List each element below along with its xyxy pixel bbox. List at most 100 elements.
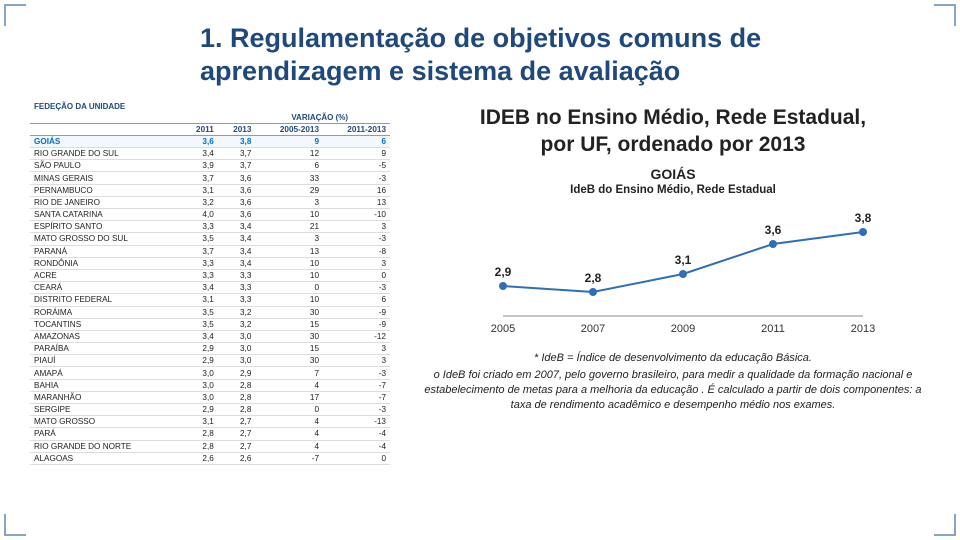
svg-text:2007: 2007 (581, 323, 605, 335)
cell: 3,4 (181, 330, 218, 342)
row-name: MINAS GERAIS (30, 172, 181, 184)
row-name: PIAUÍ (30, 355, 181, 367)
table-row: AMAPÁ3,02,97-3 (30, 367, 390, 379)
row-name: ALAGOAS (30, 452, 181, 464)
cell: 3,3 (218, 282, 256, 294)
table-row: SANTA CATARINA4,03,610-10 (30, 209, 390, 221)
cell: 3,4 (218, 233, 256, 245)
cell: -3 (323, 404, 390, 416)
svg-text:2011: 2011 (761, 323, 785, 335)
cell: 3,7 (218, 148, 256, 160)
cell: 2,9 (181, 404, 218, 416)
table-row: RIO GRANDE DO SUL3,43,7129 (30, 148, 390, 160)
cell: -9 (323, 318, 390, 330)
cell: 21 (255, 221, 323, 233)
cell: 3,4 (181, 282, 218, 294)
cell: 3 (323, 257, 390, 269)
chart-subtitle-2: IdeB do Ensino Médio, Rede Estadual (416, 184, 930, 196)
table-row: ESPÍRITO SANTO3,33,4213 (30, 221, 390, 233)
cell: 3,8 (218, 135, 256, 147)
cell: -3 (323, 367, 390, 379)
col-2011: 2011 (181, 123, 218, 135)
cell: 3 (323, 343, 390, 355)
table-row: AMAZONAS3,43,030-12 (30, 330, 390, 342)
cell: 3 (323, 355, 390, 367)
svg-text:2,9: 2,9 (495, 265, 512, 279)
row-name: SÃO PAULO (30, 160, 181, 172)
table-row: SERGIPE2,92,80-3 (30, 404, 390, 416)
col-2011-2013: 2011-2013 (323, 123, 390, 135)
cell: 2,9 (181, 355, 218, 367)
cell: 3,2 (218, 306, 256, 318)
cell: 3,7 (181, 172, 218, 184)
cell: 3,6 (218, 209, 256, 221)
footnote-definition: * IdeB = Índice de desenvolvimento da ed… (416, 352, 930, 364)
cell: 3,6 (218, 184, 256, 196)
cell: 3,3 (181, 257, 218, 269)
cell: 3 (255, 233, 323, 245)
cell: 2,8 (218, 379, 256, 391)
cell: 3,3 (181, 221, 218, 233)
cell: 3 (323, 221, 390, 233)
cell: 3,4 (218, 257, 256, 269)
cell: 30 (255, 330, 323, 342)
cell: 2,9 (181, 343, 218, 355)
cell: 3,0 (218, 330, 256, 342)
cell: 2,8 (181, 428, 218, 440)
cell: -7 (255, 452, 323, 464)
var-header: VARIAÇÃO (%) (255, 112, 390, 124)
table-row: MATO GROSSO3,12,74-13 (30, 416, 390, 428)
cell: 3 (255, 196, 323, 208)
right-title-line2: por UF, ordenado por 2013 (416, 131, 930, 158)
row-name: ESPÍRITO SANTO (30, 221, 181, 233)
cell: 3,1 (181, 416, 218, 428)
row-name: RORÁIMA (30, 306, 181, 318)
cell: 3,4 (218, 221, 256, 233)
cell: 2,7 (218, 428, 256, 440)
cell: 3,5 (181, 233, 218, 245)
cell: 12 (255, 148, 323, 160)
cell: 2,8 (218, 404, 256, 416)
cell: 3,2 (181, 196, 218, 208)
cell: -5 (323, 160, 390, 172)
cell: 3,3 (181, 269, 218, 281)
cell: 4,0 (181, 209, 218, 221)
row-name: SERGIPE (30, 404, 181, 416)
row-name: ACRE (30, 269, 181, 281)
table-row: PARANÁ3,73,413-8 (30, 245, 390, 257)
row-name: PERNAMBUCO (30, 184, 181, 196)
table-row: RORÁIMA3,53,230-9 (30, 306, 390, 318)
cell: 10 (255, 257, 323, 269)
cell: -3 (323, 172, 390, 184)
cell: 2,8 (181, 440, 218, 452)
cell: 3,5 (181, 306, 218, 318)
cell: 16 (323, 184, 390, 196)
row-name: PARÁ (30, 428, 181, 440)
cell: 6 (255, 160, 323, 172)
row-name: CEARÁ (30, 282, 181, 294)
cell: 3,1 (181, 184, 218, 196)
col-2005-2013: 2005-2013 (255, 123, 323, 135)
cell: 4 (255, 440, 323, 452)
cell: 29 (255, 184, 323, 196)
svg-text:2,8: 2,8 (585, 271, 602, 285)
row-name: TOCANTINS (30, 318, 181, 330)
table-row: RIO DE JANEIRO3,23,6313 (30, 196, 390, 208)
cell: 3,0 (181, 367, 218, 379)
cell: 3,0 (218, 355, 256, 367)
cell: 3,4 (181, 148, 218, 160)
cell: 0 (323, 269, 390, 281)
cell: 4 (255, 428, 323, 440)
cell: 3,0 (181, 379, 218, 391)
cell: 10 (255, 294, 323, 306)
cell: 3,0 (218, 343, 256, 355)
cell: -10 (323, 209, 390, 221)
cell: 3,7 (181, 245, 218, 257)
cell: -3 (323, 233, 390, 245)
cell: 4 (255, 379, 323, 391)
table-wrapper: FEDEÇÃO DA UNIDADE VARIAÇÃO (%) 2011 201… (30, 102, 390, 465)
row-name: RIO GRANDE DO SUL (30, 148, 181, 160)
svg-text:3,6: 3,6 (765, 223, 782, 237)
cell: 9 (255, 135, 323, 147)
cell: 33 (255, 172, 323, 184)
